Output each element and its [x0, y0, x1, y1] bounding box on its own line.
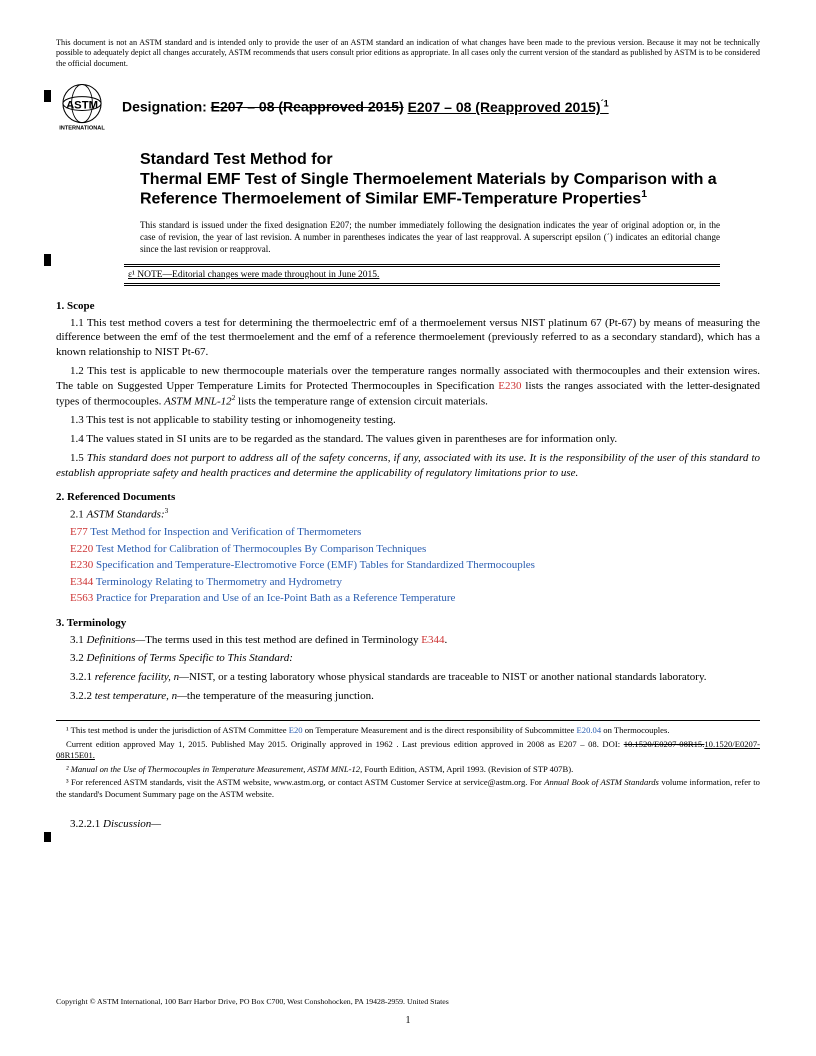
para-2-1: 2.1 ASTM Standards:3	[56, 507, 760, 523]
ref-item: E230 Specification and Temperature-Elect…	[70, 557, 760, 574]
ref-code[interactable]: E230	[70, 559, 93, 571]
para-1-3: 1.3 This test is not applicable to stabi…	[56, 413, 760, 428]
link-e20-04[interactable]: E20.04	[577, 725, 602, 735]
astm-logo: ASTM INTERNATIONAL	[56, 81, 108, 133]
footnotes: ¹ This test method is under the jurisdic…	[56, 720, 760, 801]
ref-title[interactable]: Practice for Preparation and Use of an I…	[96, 592, 455, 604]
para-1-4: 1.4 The values stated in SI units are to…	[56, 432, 760, 447]
page-number: 1	[406, 1015, 411, 1026]
designation-line: Designation: E207 – 08 (Reapproved 2015)…	[122, 98, 609, 115]
editorial-note-wrap: ε¹ NOTE—Editorial changes were made thro…	[124, 264, 720, 286]
para-1-2: 1.2 This test is applicable to new therm…	[56, 364, 760, 409]
para-3-2-2-1: 3.2.2.1 Discussion—	[56, 817, 760, 832]
ref-title[interactable]: Specification and Temperature-Electromot…	[96, 559, 535, 571]
title-prefix: Standard Test Method for	[140, 151, 760, 169]
para-3-2: 3.2 Definitions of Terms Specific to Thi…	[56, 651, 760, 666]
change-marker	[44, 832, 51, 842]
title-main: Thermal EMF Test of Single Thermoelement…	[140, 170, 760, 209]
link-e344[interactable]: E344	[421, 634, 444, 646]
issuance-note: This standard is issued under the fixed …	[140, 220, 720, 255]
link-e20[interactable]: E20	[289, 725, 303, 735]
change-marker	[44, 90, 51, 102]
copyright-line: Copyright © ASTM International, 100 Barr…	[56, 997, 449, 1006]
para-3-2-2: 3.2.2 test temperature, n—the temperatur…	[56, 689, 760, 704]
ref-code[interactable]: E77	[70, 526, 88, 538]
footnote-3: ³ For referenced ASTM standards, visit t…	[56, 777, 760, 800]
link-e230[interactable]: E230	[498, 380, 521, 392]
reference-list: E77 Test Method for Inspection and Verif…	[70, 524, 760, 607]
ref-item: E220 Test Method for Calibration of Ther…	[70, 541, 760, 558]
para-3-2-1: 3.2.1 reference facility, n—NIST, or a t…	[56, 670, 760, 685]
para-3-1: 3.1 Definitions—The terms used in this t…	[56, 633, 760, 648]
para-1-1: 1.1 This test method covers a test for d…	[56, 316, 760, 361]
logo-label: INTERNATIONAL	[59, 125, 105, 131]
ref-item: E344 Terminology Relating to Thermometry…	[70, 574, 760, 591]
editorial-note: ε¹ NOTE—Editorial changes were made thro…	[124, 264, 720, 286]
section-head-term: 3. Terminology	[56, 617, 760, 629]
footnote-1: ¹ This test method is under the jurisdic…	[56, 725, 760, 737]
ref-title[interactable]: Test Method for Inspection and Verificat…	[90, 526, 361, 538]
section-head-refdoc: 2. Referenced Documents	[56, 491, 760, 503]
section-head-scope: 1. Scope	[56, 300, 760, 312]
header-row: ASTM INTERNATIONAL Designation: E207 – 0…	[56, 81, 760, 133]
footnote-1-cont: Current edition approved May 1, 2015. Pu…	[56, 739, 760, 762]
ref-code[interactable]: E220	[70, 543, 93, 555]
designation-new: E207 – 08 (Reapproved 2015)´1	[408, 99, 609, 115]
designation-label: Designation:	[122, 99, 211, 115]
svg-text:ASTM: ASTM	[66, 99, 98, 111]
ref-code[interactable]: E344	[70, 576, 93, 588]
designation-old: E207 – 08 (Reapproved 2015)	[211, 99, 404, 115]
page-content: This document is not an ASTM standard an…	[0, 0, 816, 855]
ref-item: E563 Practice for Preparation and Use of…	[70, 590, 760, 607]
ref-item: E77 Test Method for Inspection and Verif…	[70, 524, 760, 541]
footnote-2: ² Manual on the Use of Thermocouples in …	[56, 764, 760, 776]
ref-code[interactable]: E563	[70, 592, 93, 604]
para-1-5: 1.5 This standard does not purport to ad…	[56, 451, 760, 481]
ref-title[interactable]: Test Method for Calibration of Thermocou…	[96, 543, 426, 555]
title-block: Standard Test Method for Thermal EMF Tes…	[140, 151, 760, 209]
ref-title[interactable]: Terminology Relating to Thermometry and …	[96, 576, 342, 588]
change-marker	[44, 254, 51, 266]
disclaimer-text: This document is not an ASTM standard an…	[56, 38, 760, 69]
